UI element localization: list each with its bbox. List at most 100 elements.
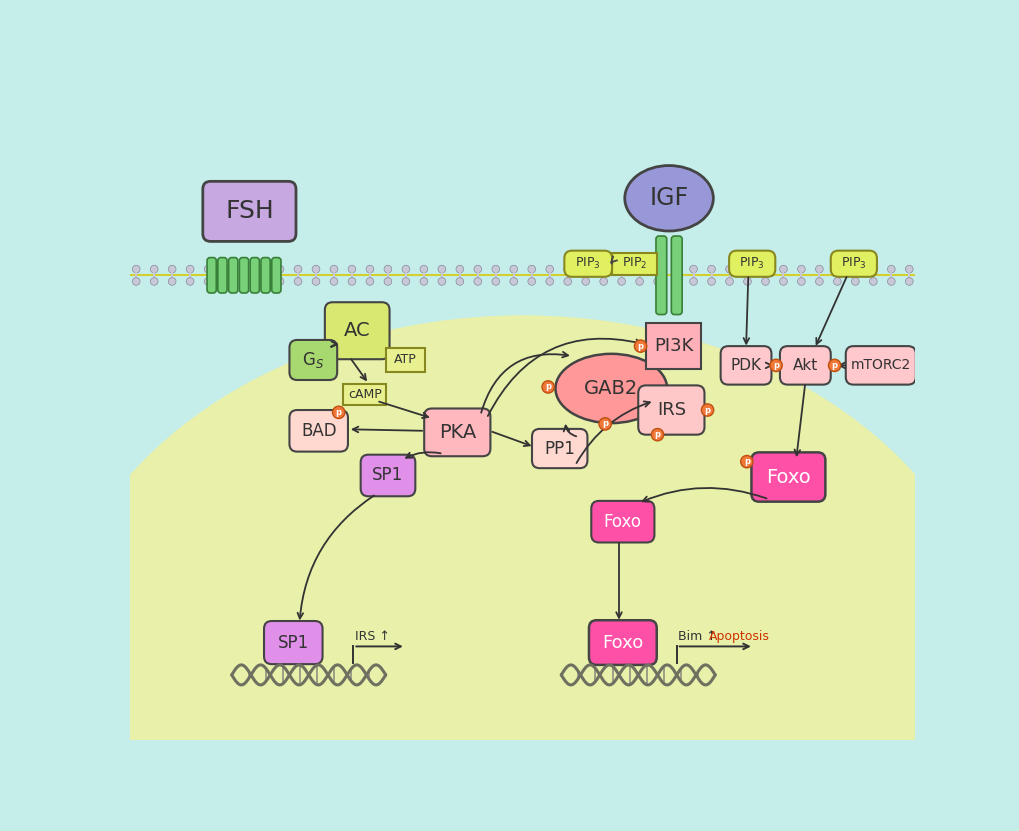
Ellipse shape [555, 354, 666, 423]
FancyBboxPatch shape [343, 384, 386, 406]
Circle shape [779, 265, 787, 273]
FancyBboxPatch shape [289, 340, 337, 380]
Ellipse shape [45, 315, 1000, 831]
Circle shape [366, 278, 373, 285]
FancyBboxPatch shape [655, 236, 666, 315]
Circle shape [725, 265, 733, 273]
FancyBboxPatch shape [611, 253, 656, 274]
Text: Akt: Akt [792, 358, 817, 373]
Circle shape [887, 265, 895, 273]
Circle shape [168, 278, 176, 285]
Circle shape [653, 265, 660, 273]
Circle shape [330, 265, 337, 273]
Circle shape [635, 278, 643, 285]
Circle shape [132, 265, 140, 273]
Circle shape [761, 278, 768, 285]
Circle shape [743, 265, 751, 273]
Circle shape [312, 278, 320, 285]
Circle shape [347, 278, 356, 285]
Circle shape [581, 278, 589, 285]
Circle shape [761, 265, 768, 273]
FancyBboxPatch shape [638, 386, 704, 435]
FancyBboxPatch shape [588, 620, 656, 665]
FancyBboxPatch shape [264, 621, 322, 664]
Ellipse shape [625, 165, 712, 231]
Circle shape [599, 265, 607, 273]
Text: p: p [704, 406, 710, 415]
FancyBboxPatch shape [780, 347, 829, 385]
FancyBboxPatch shape [218, 258, 227, 293]
FancyBboxPatch shape [250, 258, 259, 293]
Circle shape [672, 278, 679, 285]
Circle shape [905, 265, 912, 273]
Circle shape [204, 265, 212, 273]
Text: PIP$_2$: PIP$_2$ [621, 256, 646, 271]
Text: GAB2: GAB2 [584, 379, 638, 398]
FancyBboxPatch shape [671, 236, 682, 315]
Text: p: p [830, 361, 837, 370]
Circle shape [330, 278, 337, 285]
FancyBboxPatch shape [532, 429, 587, 468]
Bar [129, 100, 915, 275]
Circle shape [815, 265, 822, 273]
Circle shape [204, 278, 212, 285]
Circle shape [651, 429, 663, 440]
Circle shape [905, 278, 912, 285]
Circle shape [347, 265, 356, 273]
Circle shape [868, 278, 876, 285]
Circle shape [599, 278, 607, 285]
Circle shape [672, 265, 679, 273]
Circle shape [293, 278, 302, 285]
Text: Bim ↑: Bim ↑ [678, 630, 716, 643]
Text: IRS: IRS [656, 401, 685, 419]
Circle shape [332, 406, 344, 419]
Circle shape [150, 278, 158, 285]
Circle shape [689, 278, 697, 285]
FancyBboxPatch shape [289, 410, 347, 451]
Circle shape [366, 265, 373, 273]
Text: p: p [654, 430, 660, 439]
Circle shape [851, 265, 858, 273]
Text: PKA: PKA [438, 423, 476, 442]
Circle shape [779, 278, 787, 285]
Circle shape [186, 265, 194, 273]
Text: Foxo: Foxo [765, 468, 810, 486]
FancyBboxPatch shape [324, 302, 389, 359]
Circle shape [455, 278, 464, 285]
FancyBboxPatch shape [386, 348, 425, 371]
Text: Apoptosis: Apoptosis [708, 630, 769, 643]
FancyBboxPatch shape [829, 251, 876, 277]
Circle shape [455, 265, 464, 273]
Circle shape [222, 278, 229, 285]
Circle shape [240, 278, 248, 285]
Circle shape [186, 278, 194, 285]
Text: p: p [772, 361, 779, 370]
FancyBboxPatch shape [361, 455, 415, 496]
Circle shape [258, 278, 266, 285]
Text: PP1: PP1 [544, 440, 575, 458]
Circle shape [868, 265, 876, 273]
Circle shape [276, 265, 283, 273]
Circle shape [491, 265, 499, 273]
FancyBboxPatch shape [239, 258, 249, 293]
Circle shape [293, 265, 302, 273]
Circle shape [833, 265, 841, 273]
Circle shape [634, 340, 646, 352]
Circle shape [437, 278, 445, 285]
FancyBboxPatch shape [207, 258, 216, 293]
Circle shape [168, 265, 176, 273]
Text: G$_S$: G$_S$ [302, 350, 324, 370]
Circle shape [653, 278, 660, 285]
Circle shape [545, 278, 553, 285]
Circle shape [401, 278, 410, 285]
Text: PIP$_3$: PIP$_3$ [739, 256, 764, 271]
Circle shape [545, 265, 553, 273]
Circle shape [276, 278, 283, 285]
Circle shape [384, 278, 391, 285]
FancyBboxPatch shape [564, 251, 611, 277]
Circle shape [541, 381, 553, 393]
Circle shape [258, 265, 266, 273]
Circle shape [564, 265, 571, 273]
Circle shape [851, 278, 858, 285]
FancyBboxPatch shape [271, 258, 280, 293]
